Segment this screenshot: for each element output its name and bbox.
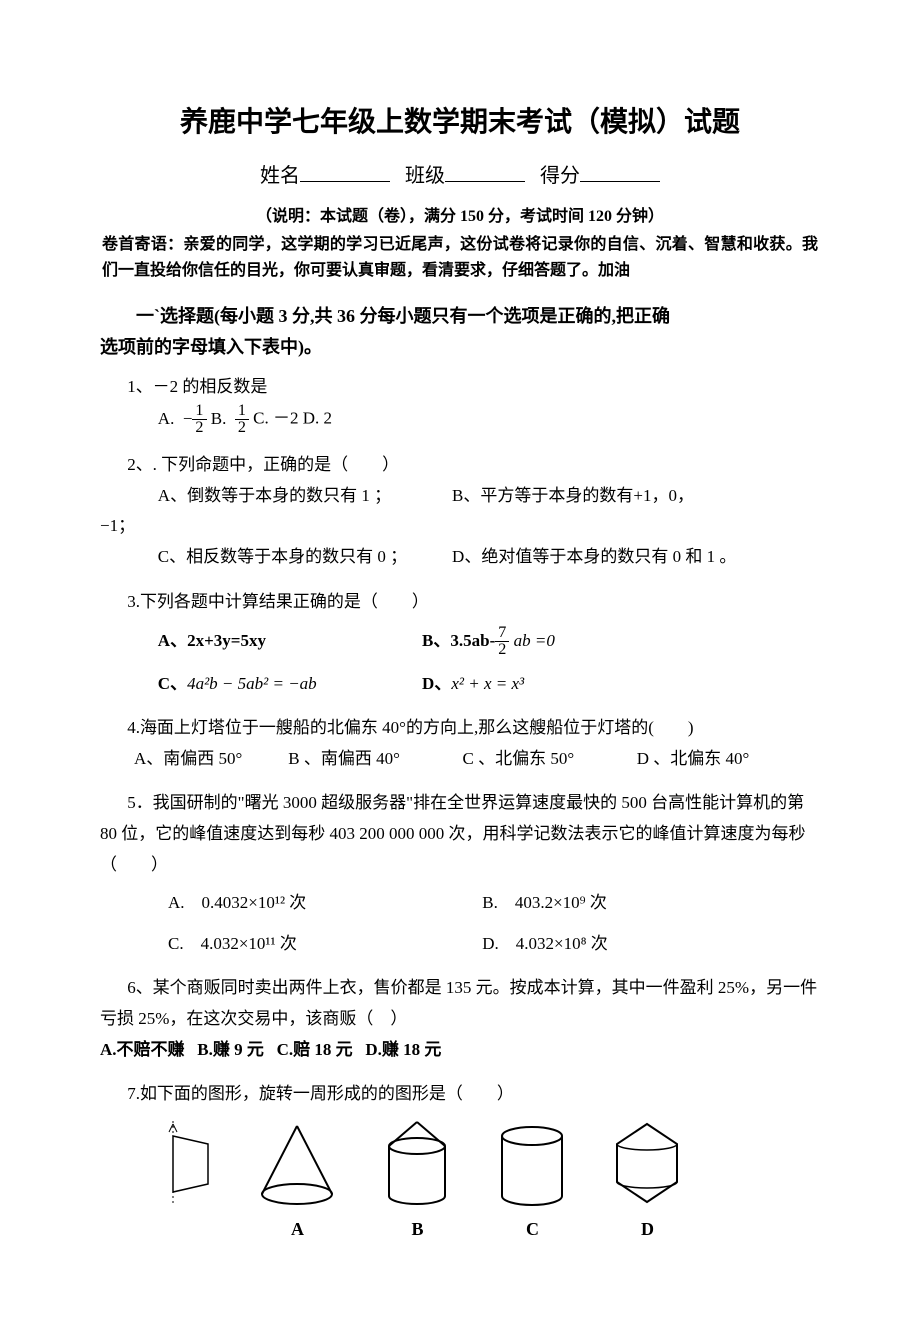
q3-c-pre: C、 bbox=[158, 674, 187, 693]
question-3: 3.下列各题中计算结果正确的是（ ） A、2x+3y=5xy B、3.5ab-7… bbox=[100, 587, 820, 700]
q6-options: A.不赔不赚 B.赚 9 元 C.赔 18 元 D.赚 18 元 bbox=[100, 1035, 820, 1066]
question-4: 4.海面上灯塔位于一艘船的北偏东 40°的方向上,那么这艘船位于灯塔的( ) A… bbox=[100, 713, 820, 774]
q2-opt-a: A、倒数等于本身的数只有 1 ； bbox=[158, 481, 448, 512]
q3-row2: C、4a²b − 5ab² = −ab D、x² + x = x³ bbox=[100, 669, 820, 700]
q3-b-pre: B、3.5ab- bbox=[422, 631, 495, 650]
q6-opt-a: A.不赔不赚 bbox=[100, 1040, 185, 1059]
shape-d-label: D bbox=[641, 1213, 654, 1245]
q1-a-label: A. bbox=[158, 409, 175, 428]
q1-b-frac: 12 bbox=[235, 403, 249, 436]
shape-d-svg bbox=[605, 1116, 690, 1211]
source-shape: X bbox=[150, 1116, 220, 1245]
q1-options: A. −12 B. 12 C. －2 D. 2 bbox=[100, 403, 820, 436]
q3-opt-b: B、3.5ab-72 ab =0 bbox=[422, 631, 555, 650]
student-info-line: 姓名 班级 得分 bbox=[100, 158, 820, 188]
q3-row1: A、2x+3y=5xy B、3.5ab-72 ab =0 bbox=[100, 625, 820, 658]
q5-opt-b: B. 403.2×10⁹ 次 bbox=[482, 893, 607, 912]
q1-opt-b: B. 12 bbox=[211, 409, 253, 428]
q3-b-den: 2 bbox=[495, 642, 509, 658]
q3-opt-d: D、x² + x = x³ bbox=[422, 674, 524, 693]
q3-b-frac: 72 bbox=[495, 625, 509, 658]
q5-opt-d: D. 4.032×10⁸ 次 bbox=[482, 934, 608, 953]
q2-opt-b: B、平方等于本身的数有+1，0， bbox=[452, 486, 694, 505]
section-1-line1: 一`选择题(每小题 3 分,共 36 分每小题只有一个选项是正确的,把正确 bbox=[100, 301, 820, 332]
shape-b-label: B bbox=[411, 1213, 423, 1245]
shape-b: B bbox=[375, 1116, 460, 1245]
q3-opt-c: C、4a²b − 5ab² = −ab bbox=[158, 669, 418, 700]
q5-opt-a: A. 0.4032×10¹² 次 bbox=[168, 888, 478, 919]
q1-b-den: 2 bbox=[235, 420, 249, 436]
q3-d-pre: D、 bbox=[422, 674, 451, 693]
question-6: 6、某个商贩同时卖出两件上衣，售价都是 135 元。按成本计算，其中一件盈利 2… bbox=[100, 973, 820, 1065]
question-2: 2、. 下列命题中，正确的是（ ） A、倒数等于本身的数只有 1 ； B、平方等… bbox=[100, 450, 820, 572]
shape-c-label: C bbox=[526, 1213, 539, 1245]
q1-b-label: B. bbox=[211, 409, 227, 428]
q3-d-expr: x² + x = x³ bbox=[451, 674, 524, 693]
exam-note: （说明：本试题（卷），满分 150 分，考试时间 120 分钟） bbox=[100, 202, 820, 226]
q1-a-frac: 12 bbox=[192, 403, 206, 436]
q5-opt-c: C. 4.032×10¹¹ 次 bbox=[168, 929, 478, 960]
q6-opt-d: D.赚 18 元 bbox=[365, 1040, 441, 1059]
q5-row2: C. 4.032×10¹¹ 次 D. 4.032×10⁸ 次 bbox=[100, 929, 820, 960]
q1-a-num: 1 bbox=[192, 403, 206, 420]
q1-opt-a: A. −12 bbox=[158, 409, 211, 428]
source-shape-svg bbox=[150, 1116, 220, 1211]
q4-opt-b: B 、南偏西 40° bbox=[288, 744, 458, 775]
q4-options: A、南偏西 50° B 、南偏西 40° C 、北偏东 50° D 、北偏东 4… bbox=[100, 744, 820, 775]
q1-opt-d: D. 2 bbox=[303, 409, 332, 428]
q1-opt-c: C. －2 bbox=[253, 409, 298, 428]
q1-a-den: 2 bbox=[192, 420, 206, 436]
q7-shapes: X A B bbox=[100, 1116, 820, 1245]
q5-text: 5．我国研制的"曙光 3000 超级服务器"排在全世界运算速度最快的 500 台… bbox=[100, 788, 820, 880]
q2-text: 2、. 下列命题中，正确的是（ ） bbox=[100, 450, 820, 481]
q6-text: 6、某个商贩同时卖出两件上衣，售价都是 135 元。按成本计算，其中一件盈利 2… bbox=[100, 973, 820, 1034]
name-blank bbox=[300, 158, 390, 182]
q4-opt-a: A、南偏西 50° bbox=[134, 744, 284, 775]
section-1-title: 一`选择题(每小题 3 分,共 36 分每小题只有一个选项是正确的,把正确 选项… bbox=[100, 301, 820, 362]
q4-text: 4.海面上灯塔位于一艘船的北偏东 40°的方向上,那么这艘船位于灯塔的( ) bbox=[100, 713, 820, 744]
class-blank bbox=[445, 158, 525, 182]
q2-row1: A、倒数等于本身的数只有 1 ； B、平方等于本身的数有+1，0， bbox=[100, 481, 820, 512]
page-title: 养鹿中学七年级上数学期末考试（模拟）试题 bbox=[100, 100, 820, 140]
shape-c-svg bbox=[490, 1116, 575, 1211]
q2-opt-d: D、绝对值等于本身的数只有 0 和 1 。 bbox=[452, 547, 736, 566]
question-7: 7.如下面的图形，旋转一周形成的的图形是（ ） X A bbox=[100, 1079, 820, 1245]
shape-d: D bbox=[605, 1116, 690, 1245]
q2-opt-c: C、相反数等于本身的数只有 0 ； bbox=[158, 542, 448, 573]
shape-c: C bbox=[490, 1116, 575, 1245]
name-label: 姓名 bbox=[260, 165, 300, 187]
q6-opt-c: C.赔 18 元 bbox=[277, 1040, 353, 1059]
question-5: 5．我国研制的"曙光 3000 超级服务器"排在全世界运算速度最快的 500 台… bbox=[100, 788, 820, 959]
score-blank bbox=[580, 158, 660, 182]
question-1: 1、－2 的相反数是 A. −12 B. 12 C. －2 D. 2 bbox=[100, 372, 820, 436]
q3-b-num: 7 bbox=[495, 625, 509, 642]
q1-b-num: 1 bbox=[235, 403, 249, 420]
q1-text: 1、－2 的相反数是 bbox=[100, 372, 820, 403]
q3-text: 3.下列各题中计算结果正确的是（ ） bbox=[100, 587, 820, 618]
q2-row2: C、相反数等于本身的数只有 0 ； D、绝对值等于本身的数只有 0 和 1 。 bbox=[100, 542, 820, 573]
q3-opt-a: A、2x+3y=5xy bbox=[158, 626, 418, 657]
q7-text: 7.如下面的图形，旋转一周形成的的图形是（ ） bbox=[100, 1079, 820, 1110]
class-label: 班级 bbox=[405, 165, 445, 187]
shape-a-label: A bbox=[291, 1213, 304, 1245]
shape-b-svg bbox=[375, 1116, 460, 1211]
q5-row1: A. 0.4032×10¹² 次 B. 403.2×10⁹ 次 bbox=[100, 888, 820, 919]
q6-opt-b: B.赚 9 元 bbox=[197, 1040, 264, 1059]
q4-opt-c: C 、北偏东 50° bbox=[463, 744, 633, 775]
q3-c-expr: 4a²b − 5ab² = −ab bbox=[187, 674, 317, 693]
q2-b-cont: −1； bbox=[100, 511, 820, 542]
q3-b-post: ab =0 bbox=[509, 631, 554, 650]
shape-a: A bbox=[250, 1116, 345, 1245]
preface-text: 卷首寄语：亲爱的同学，这学期的学习已近尾声，这份试卷将记录你的自信、沉着、智慧和… bbox=[100, 232, 820, 283]
shape-a-svg bbox=[250, 1116, 345, 1211]
score-label: 得分 bbox=[540, 165, 580, 187]
section-1-line2: 选项前的字母填入下表中)。 bbox=[100, 332, 820, 363]
q4-opt-d: D 、北偏东 40° bbox=[637, 749, 750, 768]
q1-a-neg: − bbox=[183, 409, 193, 428]
